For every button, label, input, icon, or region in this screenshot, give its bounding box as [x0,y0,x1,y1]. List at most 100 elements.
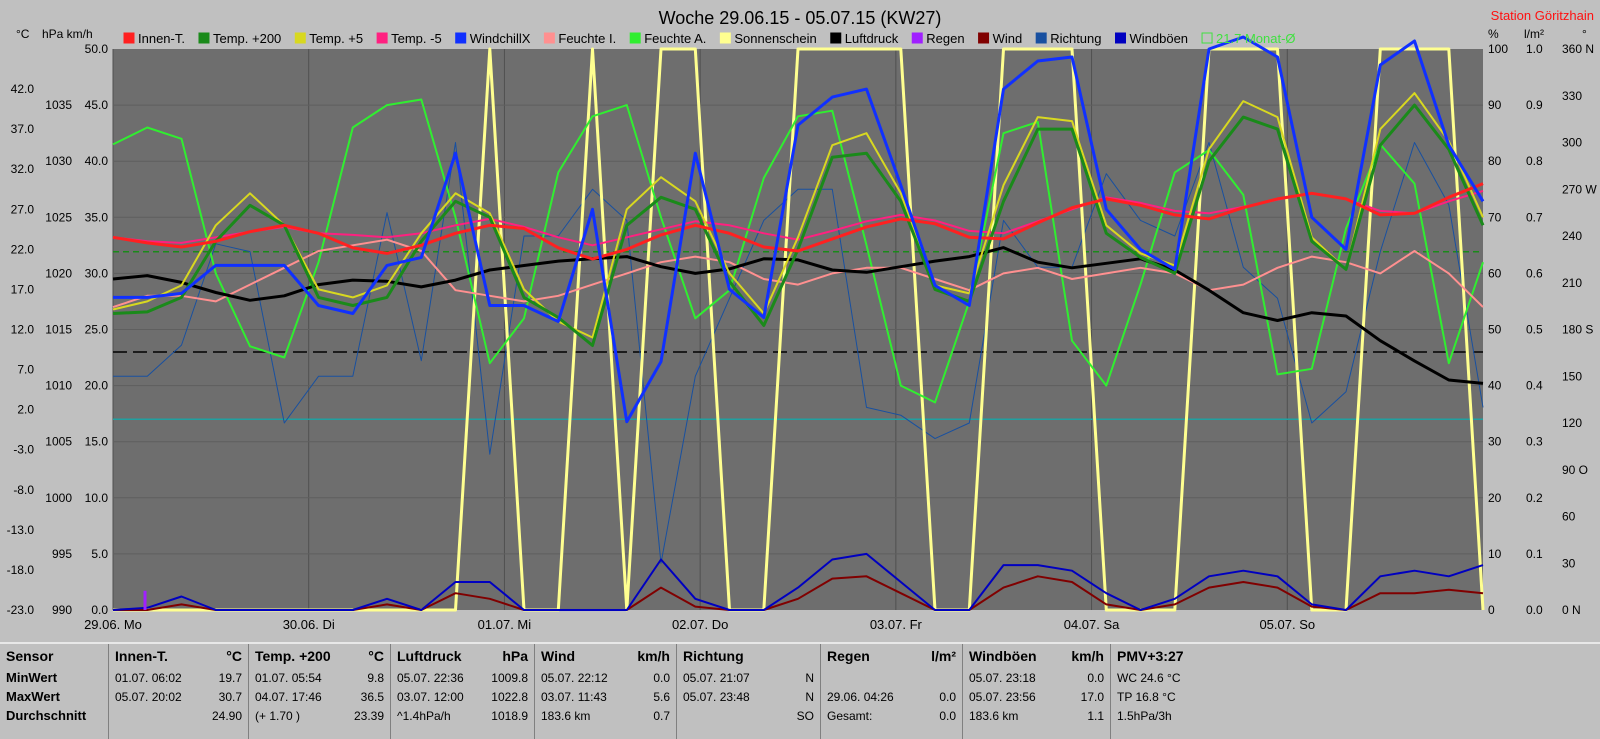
stats-label: 183.6 km [541,708,591,723]
stats-value: 0.0 [1087,670,1104,685]
legend-swatch [198,32,210,44]
stats-cell-row: 05.07. 23:56 17.0 [969,687,1104,706]
series-windchillx [113,35,1485,424]
column-unit: l/m² [931,648,956,664]
stats-column: Luftdruck hPa 05.07. 22:36 1009.8 03.07. 12:… [390,644,534,739]
stats-label: 05.07. 23:48 [683,689,750,704]
column-name: Temp. +200 [255,648,331,664]
y-tick-percent: 100 [1488,42,1508,56]
y-tick-celsius: 2.0 [17,403,34,417]
column-header: PMV+3:27 [1117,644,1594,668]
stats-value: 5.6 [653,689,670,704]
column-name: Windböen [969,648,1037,664]
axis-unit-label: hPa km/h [42,27,93,41]
y-tick-percent: 10 [1488,547,1502,561]
chart-svg: 29.06. Mo 30.06. Di 01.07. Mi 02.07. Do 03.0… [7,8,1598,632]
y-tick-hpa: 1020 [45,266,72,280]
y-tick-direction: 90 O [1562,463,1588,477]
stats-cell-row: 29.06. 04:26 0.0 [827,687,956,706]
row-label: Sensor [6,644,102,668]
y-tick-rain: 0.0 [1526,603,1543,617]
y-tick-direction: 150 [1562,369,1582,383]
legend-label: Regen [926,31,964,46]
stats-value: 0.0 [939,689,956,704]
series-feuchte-a- [112,98,1484,404]
y-tick-hpa: 1000 [45,491,72,505]
stats-label: 05.07. 22:36 [397,670,464,685]
stats-cell-row: 24.90 [115,706,242,725]
stats-column: PMV+3:27 WC 24.6 °C TP 16.8 °C 1.5hPa/3h [1110,644,1600,739]
stats-label: Gesamt: [827,708,873,723]
y-tick-hpa: 1030 [45,154,72,168]
stats-value: 1018.9 [491,708,528,723]
legend-label: Richtung [1050,31,1101,46]
y-tick-celsius: 17.0 [11,282,35,296]
legend-swatch [1115,32,1126,44]
y-tick-kmh: 0.0 [91,603,108,617]
stats-value: SO [796,708,814,723]
stats-label: 29.06. 04:26 [827,689,894,704]
y-tick-celsius: -23.0 [7,603,35,617]
stats-value: 23.39 [353,708,384,723]
stats-value: 1022.8 [491,689,528,704]
stats-label: 03.07. 12:00 [397,689,464,704]
stats-label: 05.07. 20:02 [115,689,182,704]
stats-label: 04.07. 17:46 [255,689,322,704]
stats-label: WC 24.6 °C [1117,670,1181,685]
y-tick-celsius: -3.0 [13,443,34,457]
y-tick-hpa: 1005 [45,435,72,449]
stats-cell-row: 04.07. 17:46 36.5 [255,687,384,706]
column-name: Wind [541,648,576,664]
stats-label: 1.5hPa/3h [1117,708,1172,723]
stats-label: 01.07. 05:54 [255,670,322,685]
chart-title: Woche 29.06.15 - 05.07.15 (KW27) [659,8,942,28]
stats-value: 1.1 [1087,708,1104,723]
column-name: PMV+3:27 [1117,648,1184,664]
y-tick-percent: 50 [1488,323,1502,337]
y-tick-hpa: 995 [52,547,72,561]
weather-chart: 29.06. Mo 30.06. Di 01.07. Mi 02.07. Do 03.0… [6,8,1598,632]
y-tick-percent: 60 [1488,266,1502,280]
column-header: Luftdruck hPa [397,644,528,668]
legend-swatch [629,32,641,44]
legend-label: Feuchte A. [644,31,706,46]
y-tick-percent: 80 [1488,154,1502,168]
column-header: Temp. +200 °C [255,644,384,668]
y-tick-kmh: 15.0 [85,435,109,449]
legend-label: Temp. -5 [391,31,442,46]
y-tick-celsius: 42.0 [11,82,35,96]
stats-cell-row: 05.07. 23:48 N [683,687,814,706]
legend-swatch [719,32,731,44]
legend-label: Windböen [1130,31,1189,46]
column-header: Richtung [683,644,814,668]
y-tick-percent: 20 [1488,491,1502,505]
legend-swatch [543,32,555,44]
legend-label: 21.7 Monat-Ø [1216,31,1296,46]
stats-label: TP 16.8 °C [1117,689,1176,704]
y-tick-rain: 0.1 [1526,547,1543,561]
stats-label: 01.07. 06:02 [115,670,182,685]
y-tick-celsius: 12.0 [11,323,35,337]
stats-label: (+ 1.70 ) [255,708,301,723]
stats-value: 30.7 [218,689,242,704]
y-tick-direction: 120 [1562,416,1582,430]
y-tick-direction: 330 [1562,89,1582,103]
y-tick-direction: 270 W [1562,182,1597,196]
stats-column: Temp. +200 °C 01.07. 05:54 9.8 04.07. 17:46 3… [248,644,390,739]
y-tick-percent: 0 [1488,603,1495,617]
y-tick-celsius: -8.0 [13,483,34,497]
legend-label: WindchillX [470,31,531,46]
stats-label: 05.07. 23:56 [969,689,1036,704]
stats-value: 36.5 [360,689,384,704]
stats-column: Wind km/h 05.07. 22:12 0.0 03.07. 11:43 5.6 18… [534,644,676,739]
legend-swatch [1201,32,1213,44]
column-name: Luftdruck [397,648,462,664]
legend-label: Innen-T. [138,31,185,46]
y-tick-percent: 90 [1488,98,1502,112]
stats-cell-row: 183.6 km 0.7 [541,706,670,725]
y-tick-hpa: 1035 [45,98,72,112]
column-name: Innen-T. [115,648,168,664]
stats-cell-row: SO [683,706,814,725]
stats-value: 0.0 [653,670,670,685]
stats-cell-row: Gesamt: 0.0 [827,706,956,725]
